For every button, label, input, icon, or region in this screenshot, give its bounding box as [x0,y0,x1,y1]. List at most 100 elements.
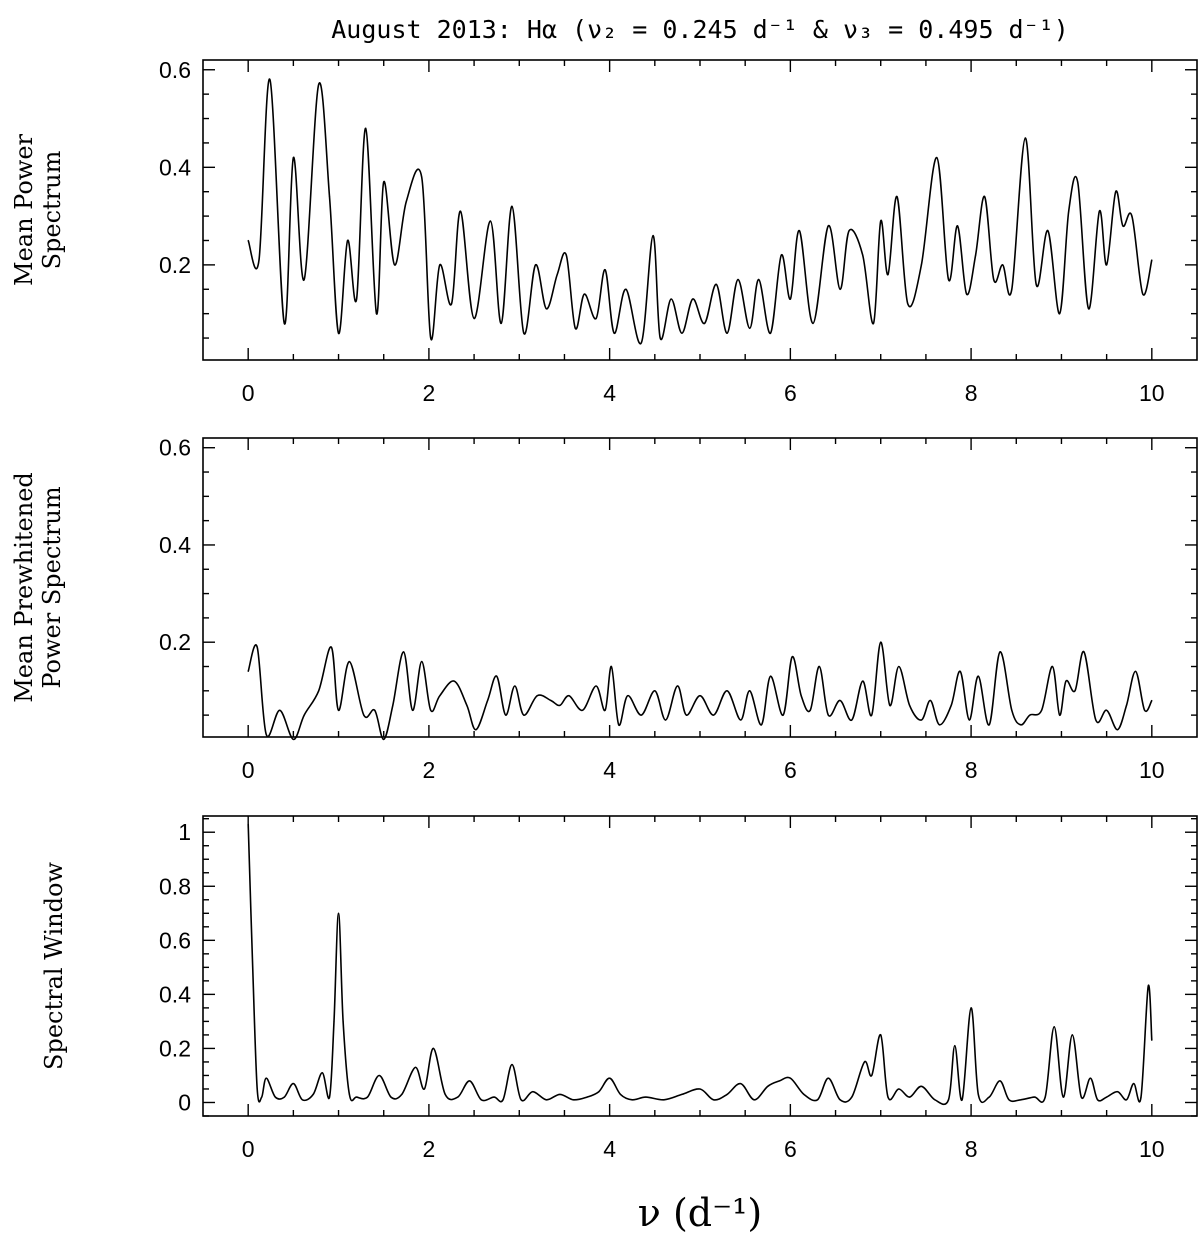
data-point [909,704,911,707]
data-point [1135,670,1137,673]
data-point [1125,704,1128,707]
data-point [1020,1099,1022,1101]
data-point [988,1096,990,1098]
data-point [726,332,728,334]
x-tick-label: 2 [423,1136,436,1162]
data-point [659,337,661,339]
data-point [430,709,432,711]
data-point [403,651,405,653]
x-tick-label: 0 [242,757,255,783]
data-point [737,278,739,281]
data-point [862,254,864,256]
data-point [269,78,271,81]
data-point [631,1099,633,1101]
x-tick-label: 4 [603,757,616,783]
data-point [692,298,694,300]
data-point [473,317,475,320]
data-point [1011,288,1013,290]
data-point [956,225,959,227]
data-point [444,1093,446,1095]
x-tick-label: 10 [1139,1136,1165,1162]
data-point [1116,1091,1119,1093]
data-point [627,695,629,697]
y-axis-label: Mean Power [10,133,38,286]
data-point [1133,1083,1135,1085]
data-point [803,1093,805,1095]
data-point [851,1096,853,1098]
data-point [292,738,294,741]
data-point [1125,1099,1128,1101]
data-point [598,1091,600,1093]
data-point [715,283,717,285]
data-point [999,1080,1001,1082]
data-point [383,738,385,741]
data-point [625,288,627,290]
data-point [545,308,548,310]
data-point [283,322,285,324]
data-point [999,651,1001,653]
data-point [871,714,873,716]
data-point [534,264,537,266]
data-point [356,298,358,300]
y-axis-label: Mean Prewhitened [10,472,38,703]
data-point [330,646,332,648]
data-point [475,729,477,731]
data-point [383,181,385,183]
data-point [681,332,683,334]
data-point [703,322,706,324]
data-point [430,337,432,339]
data-point [375,313,378,315]
data-point [258,259,260,261]
data-point [839,288,841,290]
data-point [252,966,254,969]
data-point [536,695,538,697]
data-point [609,1077,611,1079]
data-point [1122,225,1124,227]
data-point [1106,709,1108,711]
data-point [1029,714,1031,716]
data-point [1098,210,1100,212]
data-point [1095,719,1097,721]
data-point [872,322,875,324]
data-point [753,1099,755,1101]
data-point [1053,1026,1055,1028]
data-point [954,1045,956,1047]
data-point [809,709,811,711]
data-point [356,1096,358,1098]
data-point [328,1096,331,1098]
data-point [938,724,941,726]
data-point [247,239,249,242]
data-point [457,1096,459,1098]
data-point [618,724,620,726]
data-point [421,176,423,178]
data-point [450,303,453,305]
data-point [1151,699,1153,702]
panel-mean-prewhitened-power-spectrum: 0 2 4 6 8 10 0.2 0.4 0.6 Mean Prewhitened Power Sp… [10,435,1198,783]
data-point [333,1020,335,1023]
y-tick-label: 0 [178,1089,191,1115]
data-point [1115,191,1117,193]
data-point [318,83,320,85]
data-point [816,1099,819,1101]
data-point [699,1088,701,1090]
data-point [453,680,455,682]
data-point [556,274,558,276]
data-point [839,699,841,702]
data-point [1068,210,1070,212]
panel-spectral-window: 0 2 4 6 8 10 0 0.2 0.4 0.6 0.8 1 Spectral Window [40,815,1198,1162]
data-point [487,699,489,702]
y-tick-label: 0.2 [159,629,191,655]
x-tick-label: 8 [965,1136,978,1162]
data-point [303,714,305,716]
data-point [947,1099,950,1101]
data-point [798,230,801,232]
data-point [366,1096,369,1098]
data-point [880,1034,882,1036]
data-point [572,1099,575,1101]
data-point [1071,1034,1073,1036]
data-point [782,714,784,716]
data-point [920,1085,923,1087]
data-point [1044,1096,1046,1098]
data-point [363,714,365,716]
data-point [568,695,570,697]
